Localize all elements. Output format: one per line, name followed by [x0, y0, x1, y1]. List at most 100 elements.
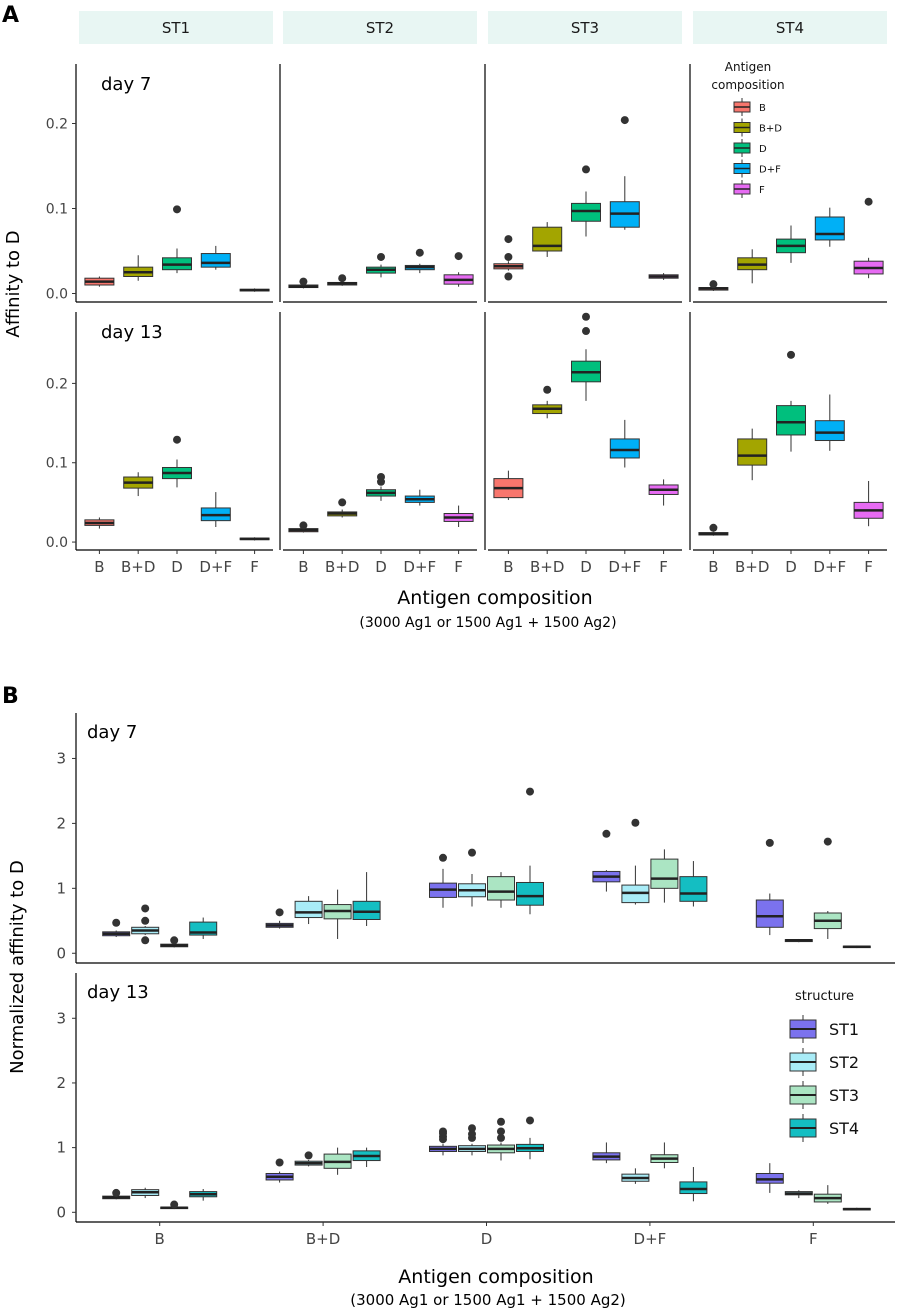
box-day-13-d-st4: [516, 1116, 544, 1160]
outlier-point: [173, 435, 181, 444]
box-day-13-st2-b: [288, 521, 319, 533]
outlier-point: [709, 280, 718, 289]
y-tick-label: 3: [56, 1009, 66, 1027]
box-iqr: [814, 216, 845, 241]
outlier-point: [582, 312, 590, 321]
x-tick-label: B: [298, 558, 308, 576]
box-day-13-st3-f: [648, 479, 679, 506]
box-day-13-b-st2: [131, 1187, 160, 1199]
box-day-13-f-st4: [842, 1207, 871, 1211]
facet-label-st3: ST3: [571, 19, 599, 37]
y-tick-label: 1: [56, 879, 66, 897]
box-day-13-d-st1: [429, 1127, 457, 1156]
x-tick-label: B+D: [121, 558, 155, 576]
outlier-point: [299, 277, 308, 286]
x-tick-label: D+F: [199, 558, 232, 576]
box-day-7-st1-f: [239, 288, 270, 292]
box-day-13-st4-d: [776, 350, 806, 452]
box-day-7-bpd-st4: [352, 872, 381, 926]
box-day-7-st2-bpd: [327, 274, 358, 286]
box-day-13-dpf-st2: [621, 1168, 650, 1184]
outlier-point: [304, 1151, 313, 1160]
outlier-point: [377, 252, 385, 261]
panel-label-a: A: [2, 3, 19, 28]
x-tick-label: F: [809, 1230, 818, 1248]
outlier-point: [338, 498, 347, 507]
outlier-point: [468, 848, 476, 857]
box-day-7-f-st2: [784, 938, 813, 943]
box-iqr: [814, 420, 845, 442]
box-day-7-st2-f: [443, 252, 474, 287]
box-iqr: [609, 438, 640, 459]
legend-title: structure: [795, 989, 854, 1004]
legend-label-st3: ST3: [829, 1086, 859, 1105]
y-tick-label: 0.0: [46, 287, 68, 303]
legend-label-st4: ST4: [829, 1119, 859, 1138]
x-tick-label: B: [94, 558, 104, 576]
box-iqr: [679, 1181, 708, 1195]
outlier-point: [631, 818, 640, 827]
box-day-13-b-st4: [189, 1189, 218, 1201]
box-day-13-dpf-st1: [592, 1142, 621, 1164]
legend-label-b: B: [759, 103, 766, 114]
box-day-13-st2-bpd: [327, 498, 358, 518]
box-iqr: [352, 900, 381, 920]
box-iqr: [516, 881, 544, 906]
outlier-point: [170, 936, 179, 945]
box-day-13-bpd-st4: [352, 1147, 381, 1168]
box-iqr: [679, 876, 708, 902]
outlier-point: [504, 235, 513, 244]
outlier-point: [377, 473, 385, 482]
outlier-point: [620, 116, 629, 125]
legend-antigen-composition: Antigen composition B B+D D D+F F: [711, 60, 785, 198]
row-label-day-7: day 7: [87, 722, 137, 743]
box-day-7-st1-bpd: [123, 255, 154, 281]
box-iqr: [737, 438, 768, 466]
box-day-7-st4-dpf: [814, 207, 845, 247]
box-day-7-f-st3: [813, 837, 842, 939]
box-day-7-st4-d: [776, 225, 806, 263]
box-day-13-st3-bpd: [532, 385, 563, 419]
box-day-7-dpf-st1: [592, 829, 621, 892]
box-iqr: [650, 858, 679, 889]
box-day-13-st4-b: [698, 523, 729, 536]
box-day-7-bpd-st3: [323, 889, 352, 939]
box-day-7-b-st4: [189, 917, 218, 939]
facet-label-st1: ST1: [162, 19, 190, 37]
outlier-point: [526, 787, 534, 796]
y-tick-label: 3: [56, 749, 66, 767]
outlier-point: [468, 1124, 476, 1133]
box-day-13-st1-d: [162, 435, 192, 488]
x-axis-subtitle: (3000 Ag1 or 1500 Ag1 + 1500 Ag2): [350, 1291, 626, 1309]
panel-b-chart: 0 1 2 3 day 7 0 1 2 3 day 13 B B+D D D+F F Antigen comp…: [7, 713, 895, 1309]
x-tick-label: D+F: [608, 558, 641, 576]
outlier-point: [787, 350, 795, 359]
box-day-13-d-st2: [458, 1124, 486, 1156]
outlier-point: [497, 1133, 505, 1142]
x-tick-label: B+D: [306, 1230, 340, 1248]
box-day-7-st2-b: [288, 277, 319, 289]
box-day-13-st2-dpf: [404, 489, 435, 506]
box-day-13-st2-f: [443, 505, 474, 527]
box-day-13-st2-d: [366, 473, 396, 501]
box-day-7-b-st3: [160, 936, 189, 948]
row-label-day-13: day 13: [87, 982, 149, 1003]
box-day-7-st2-dpf: [404, 248, 435, 274]
facet-label-st2: ST2: [366, 19, 394, 37]
x-tick-label: D: [580, 558, 592, 576]
box-day-7-st3-dpf: [609, 116, 640, 230]
box-day-13-st4-f: [853, 480, 884, 527]
outlier-point: [454, 252, 463, 261]
x-tick-label: D+F: [634, 1230, 667, 1248]
outlier-point: [765, 838, 774, 847]
x-tick-label: F: [864, 558, 873, 576]
legend-label-st2: ST2: [829, 1053, 859, 1072]
box-day-7-f-st4: [842, 945, 871, 949]
outlier-point: [299, 521, 308, 530]
box-day-13-st1-f: [239, 537, 270, 541]
outlier-point: [864, 197, 873, 206]
y-axis-title: Affinity to D: [3, 230, 24, 337]
box-day-7-bpd-st2: [294, 896, 323, 925]
x-tick-label: F: [250, 558, 259, 576]
outlier-point: [141, 936, 150, 945]
